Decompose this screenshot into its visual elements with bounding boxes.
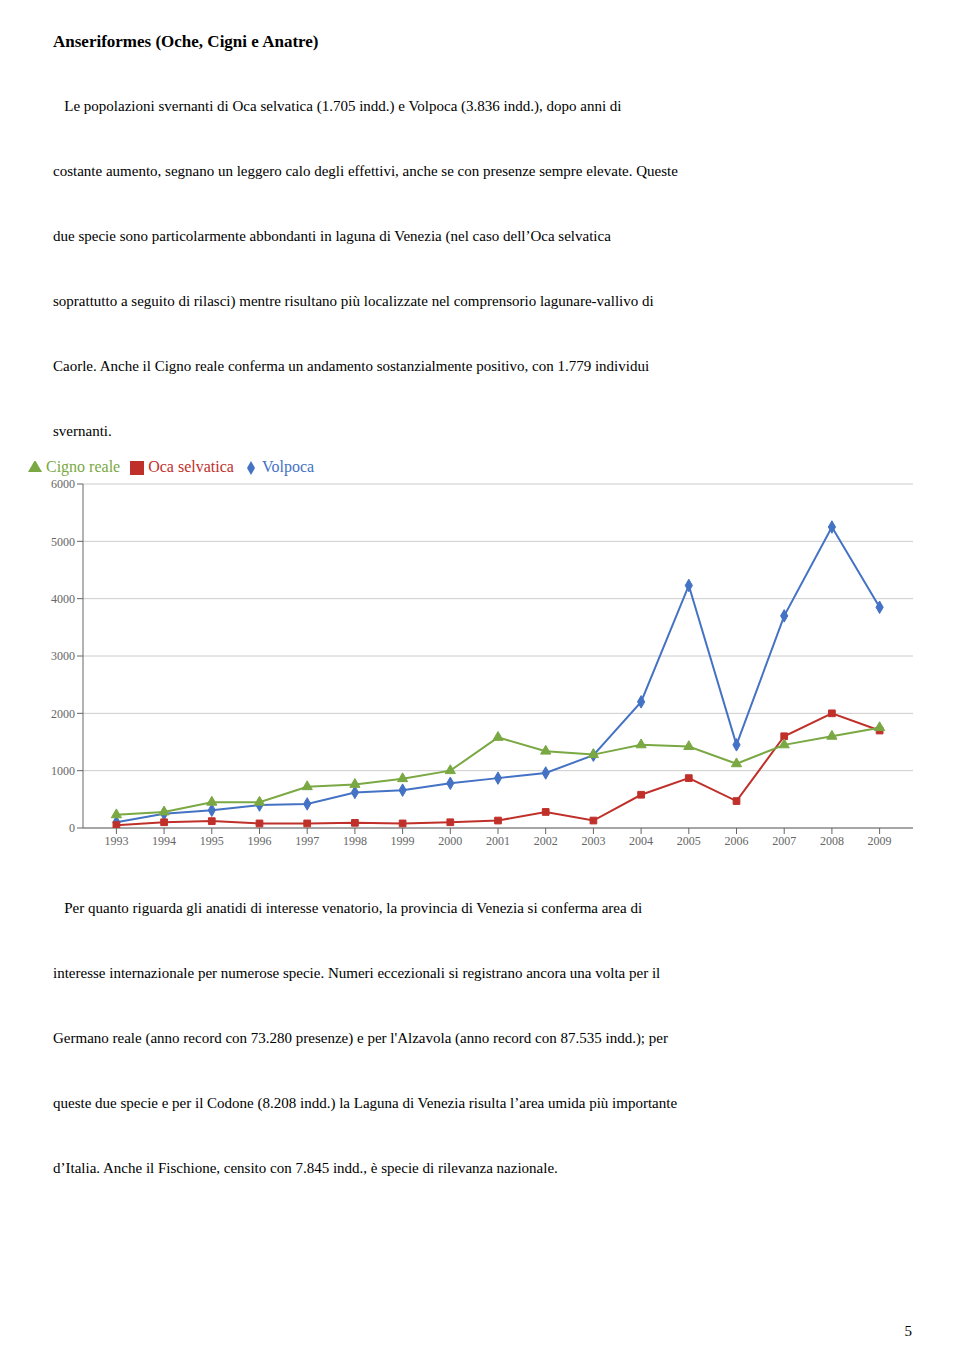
html-text:due specie sono particolarment: due specie sono particolarmente abbondan…: [53, 228, 611, 244]
svg-text:2008: 2008: [820, 834, 844, 848]
svg-text:2003: 2003: [581, 834, 605, 848]
svg-text:1993: 1993: [104, 834, 128, 848]
svg-text:3000: 3000: [51, 649, 75, 663]
svg-text:2009: 2009: [868, 834, 892, 848]
html-text:d’Italia. Anche il Fischione,: d’Italia. Anche il Fischione, censito co…: [53, 1160, 558, 1176]
svg-text:6000: 6000: [51, 477, 75, 491]
svg-text:2005: 2005: [677, 834, 701, 848]
svg-text:5000: 5000: [51, 535, 75, 549]
html-text:Oca selvatica: Oca selvatica: [148, 458, 234, 475]
svg-text:4000: 4000: [51, 592, 75, 606]
html-text:Per quanto riguarda gli anatid: Per quanto riguarda gli anatidi di inter…: [53, 900, 643, 916]
svg-text:1995: 1995: [200, 834, 224, 848]
svg-text:2006: 2006: [725, 834, 749, 848]
html-text:Cigno reale: Cigno reale: [46, 458, 121, 475]
html-text:Volpoca: Volpoca: [261, 458, 315, 475]
svg-text:1000: 1000: [51, 764, 75, 778]
svg-text:2004: 2004: [629, 834, 653, 848]
html-text:interesse internazionale per n: interesse internazionale per numerose sp…: [53, 965, 661, 981]
svg-text:2007: 2007: [772, 834, 796, 848]
html-text:svernanti.: svernanti.: [53, 423, 112, 439]
html-text:costante aumento, segnano un l: costante aumento, segnano un leggero cal…: [53, 163, 678, 179]
html-text:Le popolazioni svernanti di Oc: Le popolazioni svernanti di Oca selvatic…: [53, 98, 622, 114]
html-text:Anseriformes (Oche, Cigni e An: Anseriformes (Oche, Cigni e Anatre): [53, 32, 319, 51]
svg-text:1999: 1999: [391, 834, 415, 848]
svg-text:0: 0: [69, 821, 75, 835]
html-text:Caorle. Anche il Cigno reale c: Caorle. Anche il Cigno reale conferma un…: [53, 358, 650, 374]
svg-text:1997: 1997: [295, 834, 319, 848]
html-text:queste due specie e per il Cod: queste due specie e per il Codone (8.208…: [53, 1095, 678, 1111]
svg-text:2000: 2000: [51, 707, 75, 721]
svg-text:1998: 1998: [343, 834, 367, 848]
html-text:5: 5: [904, 1323, 912, 1339]
svg-text:2001: 2001: [486, 834, 510, 848]
svg-text:1996: 1996: [247, 834, 271, 848]
svg-text:2000: 2000: [438, 834, 462, 848]
svg-text:2002: 2002: [534, 834, 558, 848]
svg-text:1994: 1994: [152, 834, 176, 848]
html-text:soprattutto a seguito di rilas: soprattutto a seguito di rilasci) mentre…: [53, 293, 654, 309]
html-text:Germano reale (anno record con: Germano reale (anno record con 73.280 pr…: [53, 1030, 668, 1046]
